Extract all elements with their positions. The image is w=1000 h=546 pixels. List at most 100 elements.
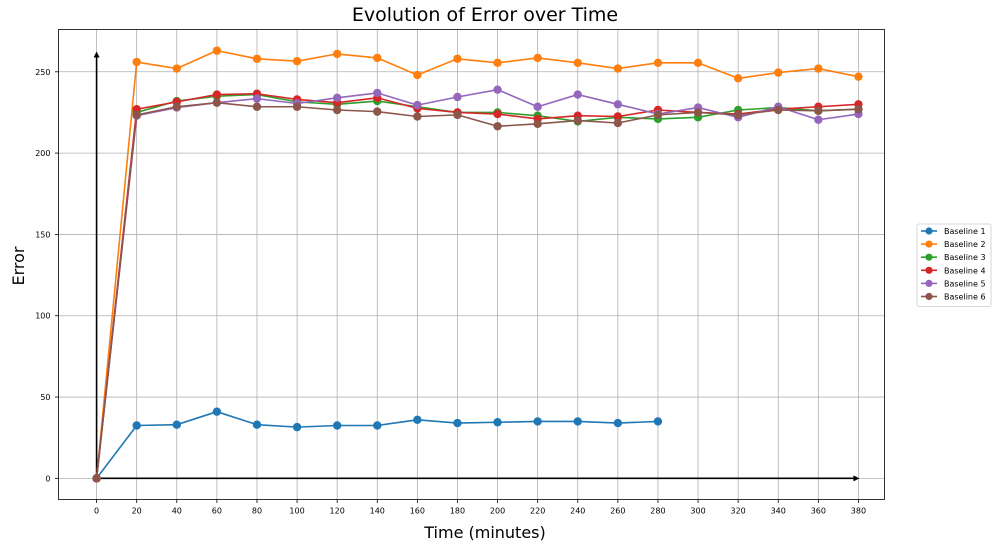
x-tick-label: 180 <box>450 507 465 516</box>
data-point <box>453 92 462 102</box>
series-group <box>92 46 863 483</box>
y-tick-label: 50 <box>40 393 50 402</box>
data-point <box>453 110 462 120</box>
data-point <box>132 57 141 67</box>
data-point <box>774 68 783 77</box>
data-point <box>733 110 743 120</box>
data-point <box>132 421 141 430</box>
series-line <box>95 88 859 479</box>
x-tick-label: 260 <box>610 507 625 516</box>
legend-label: Baseline 2 <box>944 240 986 249</box>
data-point <box>814 106 823 116</box>
data-point <box>533 417 542 426</box>
x-tick-label: 120 <box>330 507 345 516</box>
data-point <box>172 102 181 111</box>
data-point <box>533 119 542 129</box>
legend-item: Baseline 5 <box>921 279 986 288</box>
data-point <box>453 54 462 63</box>
legend-item: Baseline 4 <box>921 266 986 275</box>
data-point <box>493 85 502 94</box>
legend-item: Baseline 2 <box>921 240 986 249</box>
x-tick-label: 300 <box>690 507 705 516</box>
y-tick-label: 250 <box>35 68 50 77</box>
data-point <box>493 418 502 427</box>
data-point <box>252 420 262 429</box>
data-point <box>653 58 663 68</box>
series-line <box>95 49 859 479</box>
legend-swatch-marker <box>925 240 933 248</box>
y-tick-label: 200 <box>35 149 50 158</box>
data-point <box>292 422 302 432</box>
data-point <box>252 94 262 103</box>
data-point <box>493 109 502 119</box>
x-tick-label: 240 <box>570 507 585 516</box>
data-point <box>453 418 462 428</box>
data-point <box>373 88 382 98</box>
data-point <box>573 116 582 125</box>
data-point <box>373 107 382 116</box>
data-point <box>733 74 743 83</box>
legend-label: Baseline 6 <box>944 293 986 302</box>
data-point <box>493 58 502 68</box>
data-point <box>613 64 623 73</box>
data-point <box>212 90 222 99</box>
data-point <box>373 53 382 63</box>
legend-swatch-marker <box>925 266 933 274</box>
y-tick-label: 100 <box>35 312 50 321</box>
legend-swatch-marker <box>925 292 933 301</box>
x-tick-label: 360 <box>811 507 826 516</box>
data-point <box>613 418 623 428</box>
x-tick-label: 80 <box>252 507 262 516</box>
data-point <box>292 102 302 111</box>
legend-label: Baseline 4 <box>944 266 986 275</box>
x-tick-label: 100 <box>289 507 304 516</box>
data-point <box>373 421 382 430</box>
data-point <box>573 90 582 99</box>
data-point <box>172 64 181 73</box>
data-point <box>172 420 181 429</box>
legend-item: Baseline 1 <box>921 227 986 236</box>
data-point <box>132 110 141 120</box>
y-tick-label: 0 <box>45 474 50 483</box>
x-tick-label: 200 <box>490 507 505 516</box>
data-point <box>252 54 262 63</box>
y-tick-label: 150 <box>35 230 50 239</box>
x-tick-label: 140 <box>370 507 385 516</box>
legend-item: Baseline 3 <box>921 253 986 262</box>
legend-swatch-marker <box>925 279 933 287</box>
data-point <box>252 102 262 111</box>
x-axis-arrow-head <box>853 475 860 482</box>
x-tick-label: 20 <box>132 507 142 516</box>
x-tick-label: 220 <box>530 507 545 516</box>
data-point <box>814 115 823 124</box>
data-point <box>573 58 582 68</box>
x-axis-label: Time (minutes) <box>423 523 546 542</box>
series-3 <box>92 90 863 483</box>
tick-labels: 0 20 40 60 80 100 120 140 160 180 200 220 240 260 280 3… <box>35 68 866 516</box>
chart-title: Evolution of Error over Time <box>352 4 618 26</box>
data-point <box>292 57 302 66</box>
data-point <box>613 118 623 128</box>
x-tick-label: 320 <box>731 507 746 516</box>
data-point <box>533 53 542 63</box>
legend-item: Baseline 6 <box>921 293 986 302</box>
x-tick-label: 40 <box>172 507 182 516</box>
data-point <box>854 104 863 114</box>
x-tick-label: 160 <box>410 507 425 516</box>
data-point <box>533 102 542 111</box>
legend-label: Baseline 3 <box>944 253 986 262</box>
data-point <box>573 417 582 426</box>
x-tick-label: 380 <box>851 507 866 516</box>
data-point <box>693 58 703 68</box>
data-point <box>212 407 222 416</box>
data-point <box>413 112 422 121</box>
data-point <box>693 108 703 117</box>
series-line <box>95 101 859 479</box>
data-point <box>613 112 623 121</box>
data-point <box>332 105 342 115</box>
series-6 <box>92 98 863 483</box>
data-point <box>332 49 342 59</box>
x-tick-label: 340 <box>771 507 786 516</box>
y-axis-label: Error <box>9 246 28 285</box>
